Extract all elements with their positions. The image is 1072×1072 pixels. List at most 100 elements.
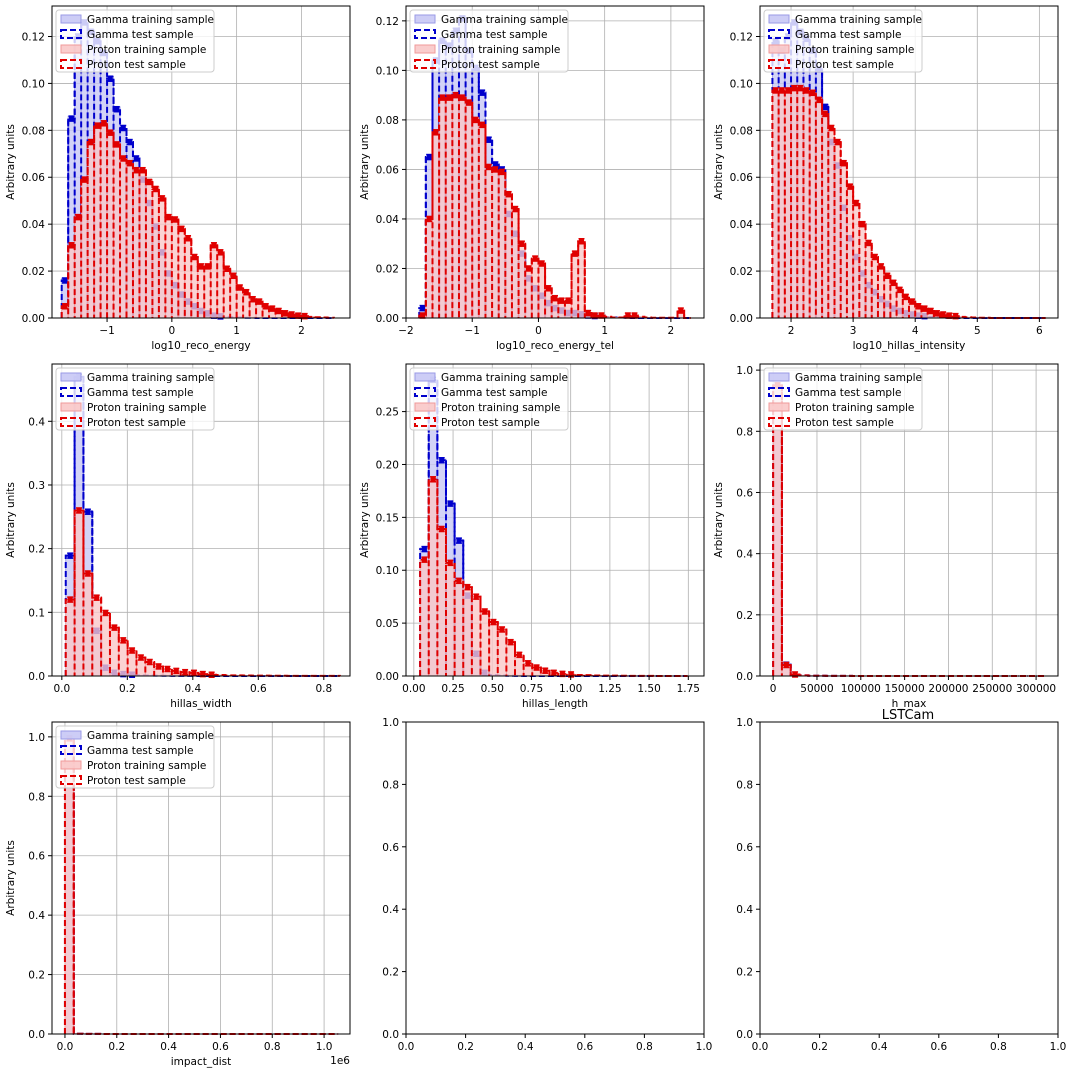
x-axis-label: impact_dist (171, 1056, 232, 1068)
data-marker (182, 669, 188, 675)
axes-frame (405, 5, 705, 319)
data-marker (446, 95, 452, 101)
y-tick-label: 0.10 (376, 65, 399, 77)
legend-label: Proton training sample (441, 44, 560, 56)
y-tick-label: 0.8 (28, 791, 45, 803)
data-marker (492, 166, 498, 172)
data-marker (525, 660, 531, 666)
histogram-bar (488, 621, 499, 677)
y-tick-label: 0.06 (376, 164, 400, 176)
data-marker (120, 125, 126, 131)
x-tick-label: 0.6 (576, 1041, 593, 1053)
series-proton-test-sample (60, 120, 335, 320)
data-marker (934, 310, 940, 316)
legend-swatch (768, 59, 790, 69)
x-tick-label: 0.0 (398, 1041, 415, 1053)
data-marker (508, 639, 514, 645)
data-marker (499, 626, 505, 632)
y-tick-label: 0.8 (382, 779, 399, 791)
data-marker (159, 195, 165, 201)
y-tick-label: 0.10 (730, 78, 753, 90)
legend-label: Gamma test sample (795, 29, 901, 41)
data-marker (884, 273, 890, 279)
axes-frame (51, 721, 351, 1035)
data-marker (164, 666, 170, 672)
legend-swatch (60, 402, 82, 412)
data-marker (785, 87, 791, 93)
histogram-bar (65, 599, 76, 677)
x-tick-label: 0.75 (520, 683, 543, 695)
legend-label: Proton test sample (795, 417, 894, 429)
data-marker (127, 160, 133, 166)
data-marker (539, 261, 545, 267)
x-tick-label: 0.8 (315, 683, 332, 695)
legend-label: Proton training sample (87, 402, 206, 414)
data-marker (107, 76, 113, 82)
legend: Gamma training sample Gamma test sample Pr… (55, 9, 215, 73)
data-marker (783, 662, 789, 668)
data-marker (946, 313, 952, 319)
y-tick-label: 0.0 (28, 671, 45, 683)
y-tick-label: 0.15 (376, 512, 399, 524)
y-tick-label: 0.1 (28, 607, 45, 619)
data-marker (486, 137, 492, 143)
data-marker (153, 186, 159, 192)
x-tick-label: −2 (398, 325, 413, 337)
legend-label: Gamma training sample (795, 14, 922, 26)
legend-frame (763, 9, 923, 73)
x-tick-label: 2 (668, 325, 675, 337)
data-marker (67, 597, 73, 603)
figure-suptitle: LSTCam (882, 708, 934, 723)
x-tick-label: 0.6 (930, 1041, 947, 1053)
x-tick-label: 0.0 (53, 683, 70, 695)
y-tick-label: 0.12 (376, 16, 399, 28)
data-marker (465, 584, 471, 590)
data-marker (552, 295, 558, 301)
y-axis-label: Arbitrary units (5, 482, 17, 558)
y-tick-label: 0.00 (22, 313, 45, 325)
y-tick-label: 0.02 (730, 266, 753, 278)
x-tick-label: 6 (1036, 325, 1043, 337)
data-marker (276, 308, 282, 314)
y-axis-label: Arbitrary units (5, 124, 17, 200)
data-marker (237, 285, 243, 291)
y-axis-label: Arbitrary units (5, 840, 17, 916)
histogram-bar (454, 579, 464, 677)
y-tick-label: 0.0 (28, 1029, 45, 1041)
subplot-6: 0 50000 100000 150000 200000 250000 300000 0.0 0… (713, 363, 1059, 710)
data-marker (420, 313, 426, 319)
subplot-2: −2 −1 0 1 2 0.00 0.02 0.04 0.06 0.08 0.10 0.12 log10… (359, 5, 705, 352)
x-tick-label: 0.8 (264, 1041, 281, 1053)
legend-label: Proton test sample (795, 59, 894, 71)
legend-label: Gamma test sample (441, 29, 547, 41)
x-tick-label: 0.4 (871, 1041, 888, 1053)
histogram-bar (505, 640, 516, 677)
y-tick-label: 0.10 (376, 565, 399, 577)
data-marker (797, 85, 803, 91)
data-marker (532, 256, 538, 262)
data-marker (85, 570, 91, 576)
legend-frame (55, 9, 215, 73)
data-marker (456, 578, 462, 584)
y-axis-label: Arbitrary units (359, 482, 371, 558)
axes-frame (759, 721, 1059, 1035)
data-marker (847, 184, 853, 190)
y-tick-label: 1.0 (28, 732, 45, 744)
y-tick-label: 0.00 (376, 671, 399, 683)
legend-swatch (60, 372, 82, 382)
y-tick-label: 0.04 (730, 219, 754, 231)
y-tick-label: 0.08 (22, 125, 45, 137)
x-tick-label: 0 (770, 683, 777, 695)
histogram-bar (74, 509, 84, 677)
data-marker (75, 214, 81, 220)
data-marker (779, 87, 785, 93)
x-tick-label: 1.50 (637, 683, 660, 695)
x-tick-label: 1.25 (598, 683, 621, 695)
data-marker (426, 154, 432, 160)
legend-frame (409, 367, 569, 431)
y-tick-label: 0.2 (736, 610, 753, 622)
x-tick-label: 1.0 (1050, 1041, 1067, 1053)
data-marker (822, 111, 828, 117)
